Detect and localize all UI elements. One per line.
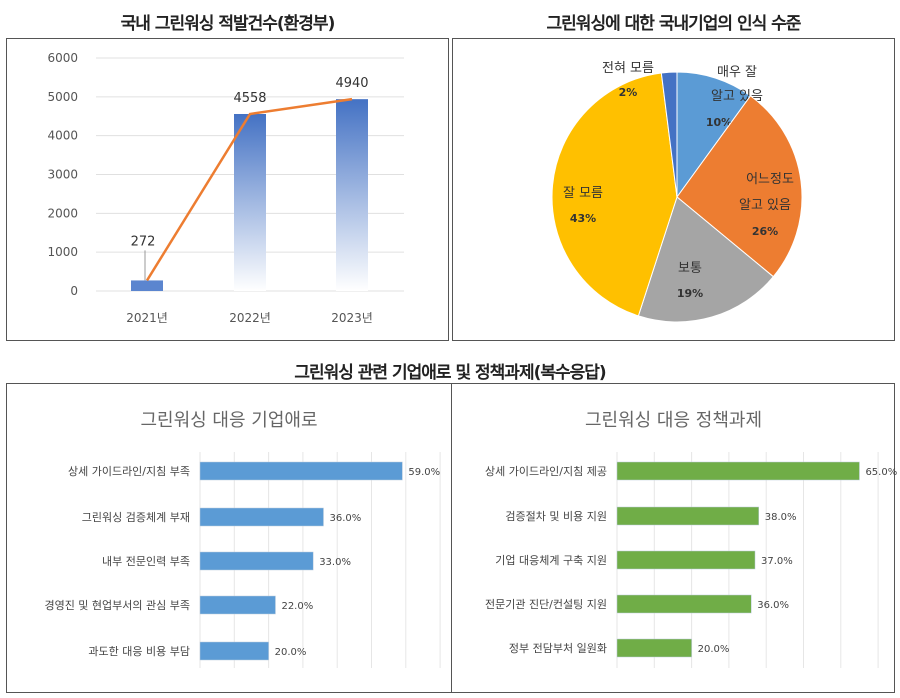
data-label: 37.0% <box>761 556 793 567</box>
data-label: 22.0% <box>281 601 313 612</box>
data-label: 36.0% <box>757 600 789 611</box>
y-tick-label: 0 <box>70 284 78 298</box>
hbar-left-title: 그린워싱 대응 기업애로 <box>140 410 318 431</box>
bottom-charts-frame <box>6 383 895 693</box>
pie-percent: 26% <box>752 225 778 238</box>
data-label: 65.0% <box>865 467 897 478</box>
x-tick-label: 2022년 <box>229 311 271 325</box>
pie-label: 전혀 모름 <box>602 61 654 76</box>
y-tick-label: 4000 <box>47 129 78 143</box>
data-label: 38.0% <box>765 512 797 523</box>
pie-slice <box>551 72 678 317</box>
data-label: 20.0% <box>698 644 730 655</box>
bar <box>234 113 266 291</box>
bar <box>616 506 759 526</box>
bar <box>616 638 692 658</box>
data-label: 20.0% <box>275 647 307 658</box>
y-tick-label: 1000 <box>47 245 78 259</box>
pie-label: 매우 잘 <box>717 65 757 80</box>
pie-slice <box>637 196 775 323</box>
category-label: 전문기관 진단/컨설팅 지원 <box>485 598 607 611</box>
pie-label: 보통 <box>678 261 702 276</box>
category-label: 경영진 및 현업부서의 관심 부족 <box>44 599 190 612</box>
hbar-right-title: 그린워싱 대응 정책과제 <box>584 410 763 431</box>
y-tick-label: 6000 <box>47 51 78 65</box>
category-label: 상세 가이드라인/지침 부족 <box>68 465 190 478</box>
trend-line <box>145 97 353 282</box>
bottom-divider <box>451 383 452 693</box>
bar <box>616 461 860 481</box>
category-label: 내부 전문인력 부족 <box>102 555 190 568</box>
pie-chart-frame <box>452 38 895 341</box>
category-label: 과도한 대응 비용 부담 <box>88 645 190 658</box>
pie-percent: 2% <box>619 86 638 99</box>
category-label: 기업 대응체계 구축 지원 <box>495 554 607 567</box>
section-title: 그린워싱 관련 기업애로 및 정책과제(복수응답) <box>294 363 606 383</box>
data-label: 33.0% <box>319 557 351 568</box>
category-label: 그린워싱 검증체계 부재 <box>82 511 190 524</box>
pie-chart-title: 그린워싱에 대한 국내기업의 인식 수준 <box>546 14 802 34</box>
bar <box>199 507 324 527</box>
bar <box>616 550 756 570</box>
bar <box>336 99 368 291</box>
pie-percent: 43% <box>570 212 596 225</box>
category-label: 검증절차 및 비용 지원 <box>505 510 607 523</box>
bar <box>199 595 276 615</box>
data-label: 59.0% <box>408 467 440 478</box>
bar <box>199 461 403 481</box>
data-label: 272 <box>131 234 156 249</box>
pie-slice <box>660 71 678 198</box>
y-tick-label: 5000 <box>47 90 78 104</box>
data-label: 4940 <box>335 76 368 91</box>
pie-label: 어느정도 <box>746 172 794 187</box>
bar-line-chart-frame <box>6 38 449 341</box>
x-tick-label: 2021년 <box>126 311 168 325</box>
category-label: 정부 전담부처 일원화 <box>509 641 607 655</box>
y-tick-label: 2000 <box>47 206 78 220</box>
bar-line-chart-title: 국내 그린워싱 적발건수(환경부) <box>120 14 336 34</box>
pie-percent: 19% <box>677 287 703 300</box>
pie-slice <box>676 71 752 199</box>
data-label: 36.0% <box>329 513 361 524</box>
x-tick-label: 2023년 <box>331 311 373 325</box>
bar <box>131 280 163 291</box>
bar <box>616 594 752 614</box>
pie-label: 알고 있음 <box>739 198 791 213</box>
pie-label: 잘 모름 <box>563 186 603 201</box>
data-label: 4558 <box>233 91 266 106</box>
bar <box>199 641 269 661</box>
pie-slice <box>676 95 803 278</box>
bar <box>199 551 314 571</box>
category-label: 상세 가이드라인/지침 제공 <box>485 465 607 478</box>
y-tick-label: 3000 <box>47 168 78 182</box>
pie-percent: 10% <box>706 116 732 129</box>
